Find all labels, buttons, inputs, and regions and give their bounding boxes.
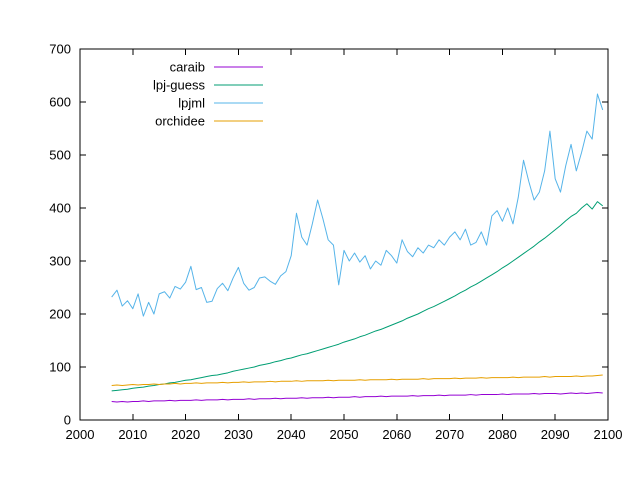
series-lpj-guess-line	[111, 201, 604, 392]
x-tick-label: 2080	[488, 427, 517, 442]
x-tick-label: 2050	[330, 427, 359, 442]
y-tick-label: 700	[49, 42, 71, 57]
x-tick-label: 2100	[594, 427, 623, 442]
x-tick-label: 2010	[118, 427, 147, 442]
x-tick-label: 2020	[171, 427, 200, 442]
x-axis-ticks: 2000 2010 2020 2030 2040 2050 2060 2070 2080 2090…	[66, 49, 623, 442]
y-axis-ticks: 0 100 200 300 400 500 600 700	[49, 42, 608, 428]
series-orchidee-line	[111, 374, 603, 387]
y-tick-label: 0	[64, 413, 71, 428]
x-tick-label: 2090	[541, 427, 570, 442]
y-tick-label: 100	[49, 360, 71, 375]
y-tick-label: 200	[49, 307, 71, 322]
legend-label-lpj-guess: lpj-guess	[153, 78, 206, 93]
y-tick-label: 500	[49, 148, 71, 163]
legend-label-orchidee: orchidee	[155, 114, 205, 129]
y-tick-label: 400	[49, 201, 71, 216]
x-tick-label: 2030	[224, 427, 253, 442]
y-tick-label: 600	[49, 95, 71, 110]
x-tick-label: 2070	[435, 427, 464, 442]
legend-label-caraib: caraib	[170, 60, 205, 75]
series-lpjml-line	[111, 93, 604, 317]
x-tick-label: 2000	[66, 427, 95, 442]
legend-label-lpjml: lpjml	[178, 96, 205, 111]
x-tick-label: 2040	[277, 427, 306, 442]
legend: caraib lpj-guess lpjml orchidee	[153, 60, 263, 129]
series-caraib-line	[111, 391, 603, 403]
x-tick-label: 2060	[382, 427, 411, 442]
y-tick-label: 300	[49, 254, 71, 269]
